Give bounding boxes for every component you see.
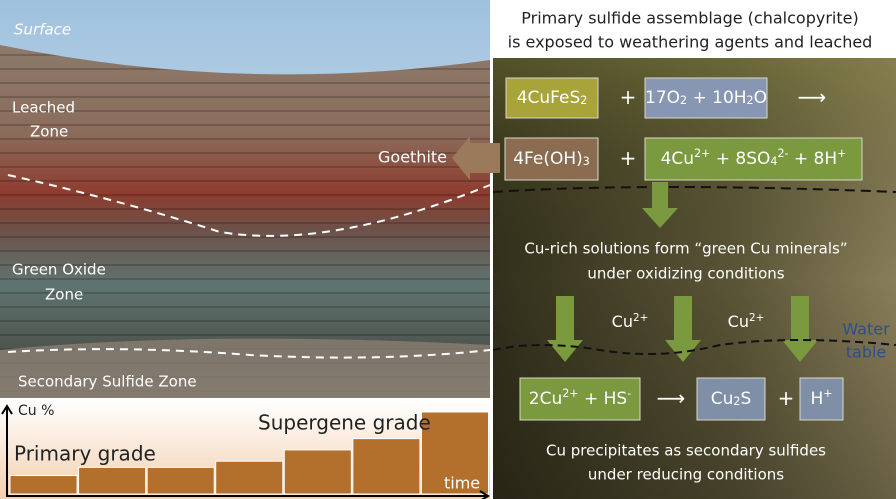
label: Zone <box>45 286 83 304</box>
formula-part: 2 <box>580 94 587 107</box>
formula-part: + 8H <box>788 149 837 169</box>
bar <box>79 467 146 494</box>
formula-part: O <box>754 88 767 108</box>
formula-part: + <box>620 85 637 109</box>
formula-part: S <box>740 389 751 409</box>
note: under reducing conditions <box>588 466 784 484</box>
formula-part: + 10H <box>687 88 746 108</box>
formula-part: 4 <box>770 155 777 168</box>
note: under oxidizing conditions <box>587 265 784 283</box>
formula-part: Cu <box>728 312 749 331</box>
label: Secondary Sulfide Zone <box>18 373 197 391</box>
formula-part: + <box>823 387 832 400</box>
formula-part: + <box>837 147 846 160</box>
formula-part: 2+ <box>694 147 710 160</box>
bar <box>147 467 214 494</box>
label: Goethite <box>378 148 447 167</box>
bar <box>284 450 351 494</box>
formula-part: 2+ <box>633 312 648 324</box>
formula-part: + <box>620 146 637 170</box>
formula: + <box>620 85 637 109</box>
formula-part: 2+ <box>749 312 764 324</box>
formula-part: 4Cu <box>661 149 694 169</box>
formula-part: 2 <box>680 94 687 107</box>
formula: + <box>778 386 795 410</box>
formula-part: 3 <box>583 155 590 168</box>
formula-part: 2 <box>747 94 754 107</box>
label: Primary grade <box>14 442 156 466</box>
header: Primary sulfide assemblage (chalcopyrite… <box>521 9 858 28</box>
axis-label: Cu % <box>18 403 54 419</box>
bar <box>10 476 77 494</box>
formula: 4Cu2+ + 8SO42- + 8H+ <box>661 147 847 169</box>
formula: 2Cu2+ + HS- <box>529 387 631 409</box>
formula-part: 4CuFeS <box>517 88 581 108</box>
note: Cu precipitates as secondary sulfides <box>546 442 826 460</box>
label: table <box>846 343 887 362</box>
formula-part: H <box>810 389 823 409</box>
formula-part: ⟶ <box>657 386 686 410</box>
header: is exposed to weathering agents and leac… <box>508 33 873 52</box>
formula: 4CuFeS2 <box>517 88 588 108</box>
formula-part: + HS <box>579 389 628 409</box>
formula-part: 17O <box>645 88 680 108</box>
formula: 4Fe(OH)3 <box>513 149 590 169</box>
bar <box>353 439 420 494</box>
label: Surface <box>14 21 71 39</box>
formula-part: Cu <box>711 389 734 409</box>
formula-part: - <box>627 387 631 400</box>
formula-part: + <box>778 386 795 410</box>
formula: Cu2S <box>711 389 751 409</box>
label: Green Oxide <box>12 261 106 279</box>
formula-part: 2Cu <box>529 389 562 409</box>
label: Zone <box>30 123 68 141</box>
formula-part: + 8SO <box>710 149 770 169</box>
formula-part: Cu <box>612 312 633 331</box>
diagram: Surface Leached Zone Green Oxide Zone Se… <box>0 0 896 499</box>
label: Supergene grade <box>258 411 431 435</box>
bar <box>216 461 283 494</box>
label: Water <box>842 320 890 339</box>
formula: + <box>620 146 637 170</box>
label: Leached <box>12 99 75 117</box>
formula-part: 2 <box>733 395 740 408</box>
formula-part: ⟶ <box>798 85 827 109</box>
formula: ⟶ <box>798 85 827 109</box>
formula-part: 4Fe(OH) <box>513 149 583 169</box>
axis-label: time <box>444 474 480 493</box>
note: Cu-rich solutions form “green Cu mineral… <box>524 240 847 258</box>
formula-part: 2- <box>777 147 788 160</box>
formula: ⟶ <box>657 386 686 410</box>
formula-part: 2+ <box>562 387 578 400</box>
